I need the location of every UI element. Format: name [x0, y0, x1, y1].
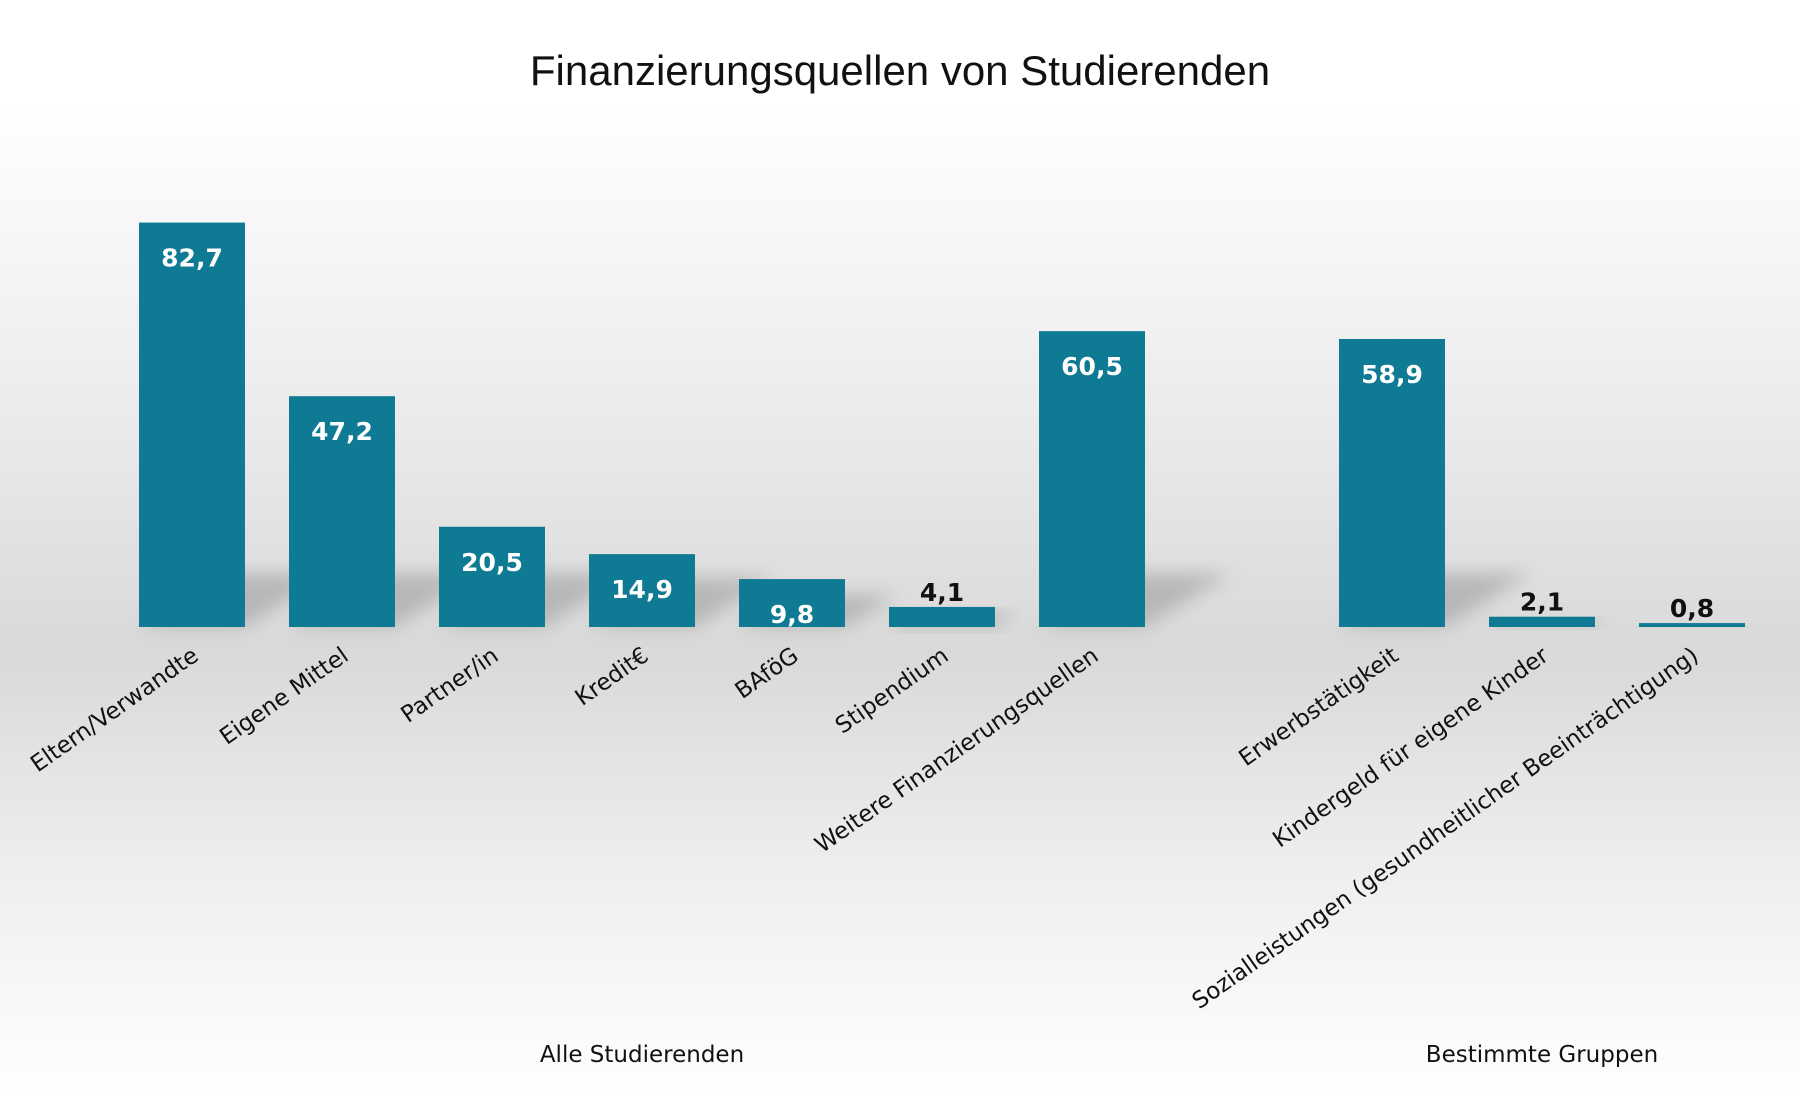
value-label-erwerbstaetigkeit: 58,9: [1361, 360, 1423, 389]
bar-eigene-mittel: [289, 396, 395, 627]
value-label-eltern-verwandte: 82,7: [161, 244, 223, 273]
value-label-bafoeg: 9,8: [770, 600, 814, 629]
value-label-weitere-finanzierungsquellen: 60,5: [1061, 352, 1123, 381]
bar-krediteur: [589, 554, 695, 627]
bar-sozialleistungen-gesundheitlicher-beeintraechtigung: [1639, 623, 1745, 627]
group-labels: Alle Studierenden Bestimmte Gruppen: [540, 1042, 1658, 1068]
value-label-kindergeld-fuer-eigene-kinder: 2,1: [1520, 588, 1564, 617]
value-label-eigene-mittel: 47,2: [311, 417, 373, 446]
group-label-bestimmte-gruppen: Bestimmte Gruppen: [1426, 1042, 1658, 1068]
bar-kindergeld-fuer-eigene-kinder: [1489, 616, 1595, 627]
bar-stipendium: [889, 606, 995, 627]
value-labels: 82,7 47,2 20,5 14,9 9,8 4,1 60,5 58,9 2,1 0,8: [161, 244, 1714, 629]
chart-title: Finanzierungsquellen von Studierenden: [530, 47, 1270, 94]
group-label-alle-studierenden: Alle Studierenden: [540, 1042, 744, 1068]
bar-erwerbstaetigkeit: [1339, 338, 1445, 627]
value-label-stipendium: 4,1: [920, 578, 964, 607]
value-label-krediteur: 14,9: [611, 575, 673, 604]
bar-bafoeg: [739, 579, 845, 627]
bar-eltern-verwandte: [139, 222, 245, 628]
bar-weitere-finanzierungsquellen: [1039, 331, 1145, 627]
value-label-partner-in: 20,5: [461, 548, 523, 577]
bar-partner-in: [439, 526, 545, 627]
value-label-sozialleistungen-gesundheitlicher-beeintraechtigung: 0,8: [1670, 594, 1714, 623]
bars: [139, 222, 1745, 628]
